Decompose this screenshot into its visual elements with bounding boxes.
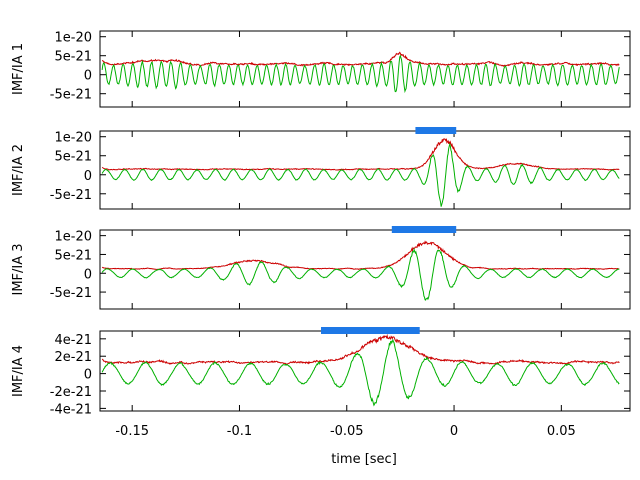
panel-3-ytick-label: -5e-21 bbox=[50, 286, 92, 301]
panel-2-ylabel: IMF/IA 2 bbox=[11, 144, 26, 196]
panel-1-ytick-label: 1e-20 bbox=[54, 31, 92, 46]
panel-1-frame bbox=[99, 30, 631, 108]
panel-3-ytick-label: 0 bbox=[84, 267, 92, 282]
panel-3-ylabel: IMF/IA 3 bbox=[11, 243, 26, 295]
panel-2-signal-line bbox=[101, 142, 620, 207]
panel-2-ytick-label: -5e-21 bbox=[50, 188, 92, 203]
panel-4-envelope-line bbox=[101, 333, 620, 365]
x-tick-label: -0.1 bbox=[227, 424, 252, 439]
panel-3-signal-line bbox=[101, 247, 620, 301]
panel-3-envelope-line bbox=[101, 240, 620, 270]
panel-3-marker-bar bbox=[391, 226, 457, 233]
panel-3-frame bbox=[99, 229, 631, 310]
x-tick-label: 0.05 bbox=[547, 424, 576, 439]
panel-3-ytick-label: 5e-21 bbox=[54, 248, 92, 263]
panel-2: 1e-20 5e-21 0 -5e-21 IMF/IA 2 bbox=[11, 127, 631, 210]
panel-1-ytick-label: -5e-21 bbox=[50, 88, 92, 103]
x-tick-label: 0 bbox=[450, 424, 458, 439]
panel-1-signal-line bbox=[101, 54, 620, 94]
panel-4-ylabel: IMF/IA 4 bbox=[11, 345, 26, 397]
panel-3: 1e-20 5e-21 0 -5e-21 IMF/IA 3 bbox=[11, 226, 631, 310]
panel-1-ylabel: IMF/IA 1 bbox=[11, 43, 26, 95]
panel-2-ytick-label: 1e-20 bbox=[54, 131, 92, 146]
x-tick-label: -0.05 bbox=[330, 424, 364, 439]
panel-1-ytick-label: 5e-21 bbox=[54, 50, 92, 65]
panel-4-ytick-label: -4e-21 bbox=[50, 402, 92, 417]
panel-4-ytick-label: 2e-21 bbox=[54, 350, 92, 365]
panel-1-ytick-label: 0 bbox=[84, 69, 92, 84]
panel-1-envelope-line bbox=[102, 51, 620, 68]
panel-2-frame bbox=[99, 130, 631, 210]
panel-3-ytick-label: 1e-20 bbox=[54, 230, 92, 245]
panel-4-signal-line bbox=[101, 338, 620, 407]
panel-1: 1e-20 5e-21 0 -5e-21 IMF/IA 1 bbox=[11, 30, 631, 108]
panel-4-ytick-label: 0 bbox=[84, 368, 92, 383]
panel-2-marker-bar bbox=[415, 127, 457, 134]
x-tick-label: -0.15 bbox=[115, 424, 149, 439]
panel-4-marker-bar bbox=[321, 327, 420, 334]
panel-4-ytick-label: 4e-21 bbox=[54, 333, 92, 348]
panel-4: 4e-21 2e-21 0 -2e-21 -4e-21 IMF/IA 4 bbox=[11, 327, 631, 417]
panel-2-ytick-label: 0 bbox=[84, 169, 92, 184]
panel-2-envelope-line bbox=[101, 138, 620, 171]
x-axis-label: time [sec] bbox=[331, 452, 397, 467]
panel-4-ytick-label: -2e-21 bbox=[50, 385, 92, 400]
panel-2-ytick-label: 5e-21 bbox=[54, 150, 92, 165]
